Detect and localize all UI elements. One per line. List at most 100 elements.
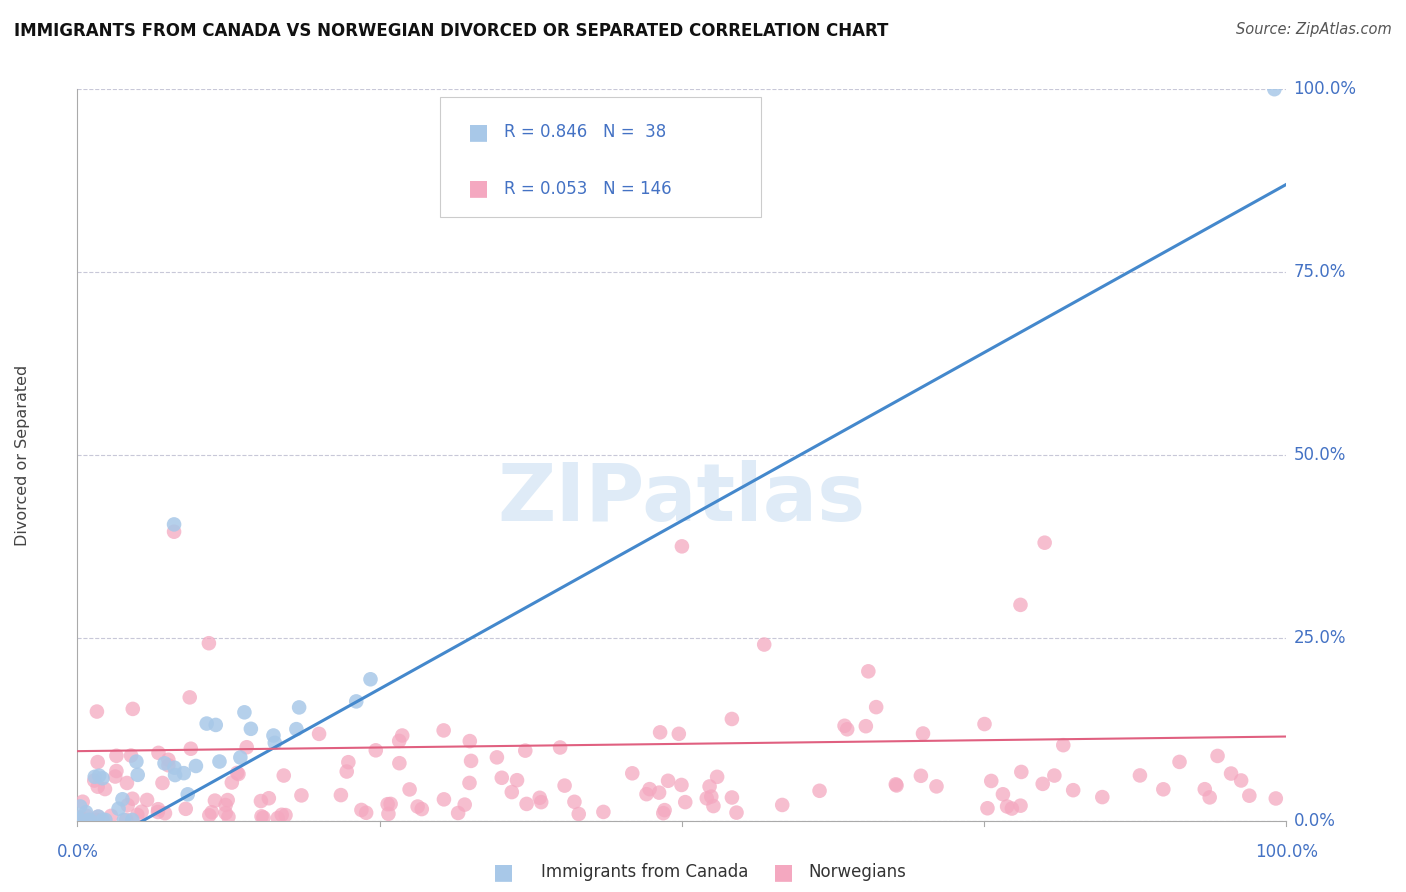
Point — [865, 700, 887, 714]
Point — [67, 812, 90, 826]
Point — [344, 694, 367, 708]
Point — [447, 805, 470, 820]
Point — [1220, 766, 1243, 780]
Point — [1168, 755, 1191, 769]
Point — [115, 776, 138, 790]
Point — [127, 808, 149, 822]
Text: 100.0%: 100.0% — [1256, 843, 1317, 861]
Point — [121, 791, 143, 805]
Point — [657, 773, 679, 788]
Point — [70, 811, 93, 825]
Point — [153, 756, 176, 771]
Text: Norwegians: Norwegians — [808, 863, 907, 881]
Point — [136, 793, 159, 807]
Point — [184, 759, 207, 773]
Point — [886, 779, 908, 793]
Point — [83, 773, 105, 788]
Point — [250, 809, 273, 823]
Point — [1043, 768, 1066, 782]
Point — [491, 771, 513, 785]
Point — [360, 673, 382, 687]
Point — [991, 787, 1014, 801]
Text: ■: ■ — [468, 178, 489, 199]
Point — [1091, 790, 1114, 805]
Point — [406, 799, 429, 814]
Point — [72, 795, 94, 809]
Point — [706, 770, 728, 784]
Point — [725, 805, 748, 820]
Text: Divorced or Separated: Divorced or Separated — [15, 364, 31, 546]
Point — [204, 794, 226, 808]
Point — [250, 794, 273, 808]
Text: ■: ■ — [494, 863, 513, 882]
Point — [398, 782, 420, 797]
Point — [377, 806, 399, 821]
Point — [973, 717, 995, 731]
Point — [1010, 764, 1032, 779]
Text: 0.0%: 0.0% — [1294, 812, 1336, 830]
Text: 75.0%: 75.0% — [1294, 263, 1346, 281]
Point — [233, 706, 256, 720]
Point — [1194, 782, 1216, 797]
Point — [1001, 801, 1024, 815]
Point — [180, 741, 202, 756]
Point — [121, 702, 143, 716]
Point — [1239, 789, 1261, 803]
Point — [174, 802, 197, 816]
Point — [529, 790, 551, 805]
Point — [87, 810, 110, 824]
Point — [1062, 783, 1084, 797]
Point — [163, 768, 186, 782]
Point — [217, 793, 239, 807]
Point — [770, 797, 793, 812]
Point — [337, 755, 360, 769]
Point — [636, 787, 658, 801]
Point — [214, 797, 236, 812]
Point — [1010, 598, 1032, 612]
Point — [654, 803, 676, 817]
Point — [458, 776, 481, 790]
Point — [273, 768, 295, 782]
Point — [910, 769, 932, 783]
Point — [364, 743, 387, 757]
Point — [77, 813, 100, 827]
Point — [204, 718, 226, 732]
Point — [201, 805, 224, 820]
Point — [274, 808, 297, 822]
Text: Immigrants from Canada: Immigrants from Canada — [541, 863, 748, 881]
Point — [290, 789, 312, 803]
Point — [152, 776, 174, 790]
Point — [69, 813, 91, 827]
Point — [976, 801, 998, 815]
Point — [638, 782, 661, 797]
Point — [458, 734, 481, 748]
Point — [460, 754, 482, 768]
Point — [100, 809, 122, 823]
Point — [104, 770, 127, 784]
Point — [117, 798, 139, 813]
Point — [564, 795, 586, 809]
Point — [1010, 798, 1032, 813]
Point — [179, 690, 201, 705]
Point — [173, 766, 195, 780]
Point — [308, 727, 330, 741]
Point — [228, 767, 250, 781]
Point — [86, 705, 108, 719]
Point — [391, 729, 413, 743]
Point — [530, 795, 553, 809]
Point — [388, 756, 411, 771]
Point — [1263, 82, 1285, 96]
Text: Source: ZipAtlas.com: Source: ZipAtlas.com — [1236, 22, 1392, 37]
Point — [91, 771, 114, 785]
Point — [221, 775, 243, 789]
Point — [668, 727, 690, 741]
Point — [336, 764, 359, 779]
Point — [411, 802, 433, 816]
Point — [911, 726, 934, 740]
Point — [621, 766, 644, 780]
Point — [177, 788, 200, 802]
Point — [235, 740, 257, 755]
Point — [86, 755, 108, 769]
Text: 100.0%: 100.0% — [1294, 80, 1357, 98]
Point — [226, 766, 249, 780]
